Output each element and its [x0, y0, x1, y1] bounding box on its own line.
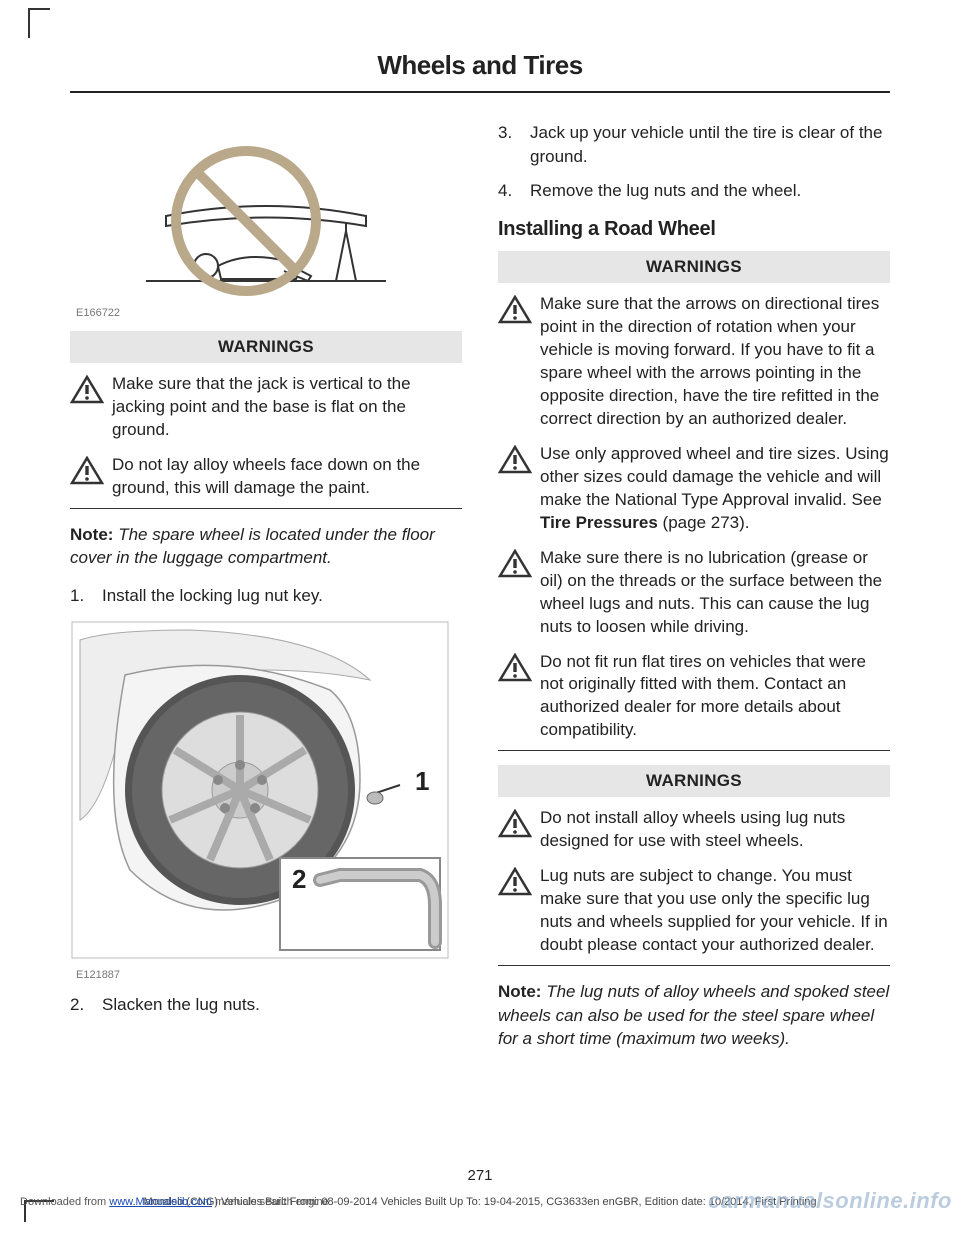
figure-wheel-lugnut: 1 2	[70, 620, 462, 965]
download-source: Downloaded from www.Manualslib.com manua…	[20, 1196, 329, 1208]
warning-item: Make sure that the jack is vertical to t…	[70, 369, 462, 450]
warnings-block-right-2: WARNINGS Do not install alloy wheels usi…	[498, 765, 890, 966]
step-item: 3. Jack up your vehicle until the tire i…	[498, 121, 890, 169]
step-text: Jack up your vehicle until the tire is c…	[530, 121, 890, 169]
warning-text: Make sure there is no lubrication (greas…	[540, 547, 890, 639]
warning-triangle-icon	[498, 809, 532, 839]
right-column: 3. Jack up your vehicle until the tire i…	[498, 121, 890, 1065]
warnings-block-left: WARNINGS Make sure that the jack is vert…	[70, 331, 462, 509]
warnings-header: WARNINGS	[498, 765, 890, 797]
figure-no-under-vehicle	[70, 121, 462, 301]
steps-right: 3. Jack up your vehicle until the tire i…	[498, 121, 890, 202]
warning-text: Use only approved wheel and tire sizes. …	[540, 443, 890, 535]
callout-1-label: 1	[415, 766, 429, 796]
warning-triangle-icon	[498, 549, 532, 579]
warning-item: Use only approved wheel and tire sizes. …	[498, 439, 890, 543]
warning-item: Make sure that the arrows on directional…	[498, 289, 890, 439]
warning-triangle-icon	[70, 375, 104, 405]
warning-triangle-icon	[498, 445, 532, 475]
figure-label-2: E121887	[76, 969, 462, 981]
warning-text: Lug nuts are subject to change. You must…	[540, 865, 890, 957]
note-text: The spare wheel is located under the flo…	[70, 525, 435, 568]
note-label: Note:	[498, 982, 541, 1001]
step-text: Remove the lug nuts and the wheel.	[530, 179, 801, 203]
step-number: 3.	[498, 121, 516, 169]
warning-item: Do not fit run flat tires on vehicles th…	[498, 647, 890, 751]
left-column: E166722 WARNINGS Make sure that the jack…	[70, 121, 462, 1065]
step-text: Install the locking lug nut key.	[102, 584, 323, 608]
warning-text: Do not lay alloy wheels face down on the…	[112, 454, 462, 500]
warning-item: Do not install alloy wheels using lug nu…	[498, 803, 890, 861]
warning-text: Make sure that the arrows on directional…	[540, 293, 890, 431]
two-column-layout: E166722 WARNINGS Make sure that the jack…	[70, 121, 890, 1065]
step-number: 4.	[498, 179, 516, 203]
step-text: Slacken the lug nuts.	[102, 993, 260, 1017]
warnings-header: WARNINGS	[498, 251, 890, 283]
warnings-block-right-1: WARNINGS Make sure that the arrows on di…	[498, 251, 890, 751]
warning-triangle-icon	[498, 867, 532, 897]
manualslib-link[interactable]: www.Manualslib.com	[109, 1196, 212, 1208]
callout-2-label: 2	[292, 864, 306, 894]
step-number: 1.	[70, 584, 88, 608]
steps-left-2: 2. Slacken the lug nuts.	[70, 993, 462, 1017]
warning-item: Do not lay alloy wheels face down on the…	[70, 450, 462, 508]
tire-pressures-ref: Tire Pressures	[540, 513, 658, 532]
warning-item: Make sure there is no lubrication (greas…	[498, 543, 890, 647]
step-item: 1. Install the locking lug nut key.	[70, 584, 462, 608]
page-number: 271	[0, 1167, 960, 1184]
step-item: 2. Slacken the lug nuts.	[70, 993, 462, 1017]
note-text: The lug nuts of alloy wheels and spoked …	[498, 982, 889, 1049]
watermark: carmanualsonline.info	[708, 1188, 952, 1214]
page-title: Wheels and Tires	[70, 50, 890, 93]
note-1: Note: The spare wheel is located under t…	[70, 523, 462, 571]
prohibit-under-vehicle-icon	[136, 121, 396, 301]
warnings-header: WARNINGS	[70, 331, 462, 363]
wheel-lug-wrench-icon: 1 2	[70, 620, 450, 960]
figure-label-1: E166722	[76, 307, 462, 319]
steps-left-1: 1. Install the locking lug nut key.	[70, 584, 462, 608]
warning-text: Make sure that the jack is vertical to t…	[112, 373, 462, 442]
step-number: 2.	[70, 993, 88, 1017]
step-item: 4. Remove the lug nuts and the wheel.	[498, 179, 890, 203]
warning-text: Do not fit run flat tires on vehicles th…	[540, 651, 890, 743]
warning-triangle-icon	[498, 295, 532, 325]
warning-triangle-icon	[70, 456, 104, 486]
warning-triangle-icon	[498, 653, 532, 683]
subheading-installing: Installing a Road Wheel	[498, 218, 890, 241]
page-content: Wheels and Tires	[0, 0, 960, 1105]
warning-item: Lug nuts are subject to change. You must…	[498, 861, 890, 965]
note-2: Note: The lug nuts of alloy wheels and s…	[498, 980, 890, 1051]
note-label: Note:	[70, 525, 113, 544]
warning-text: Do not install alloy wheels using lug nu…	[540, 807, 890, 853]
crop-mark-tl	[28, 8, 50, 38]
